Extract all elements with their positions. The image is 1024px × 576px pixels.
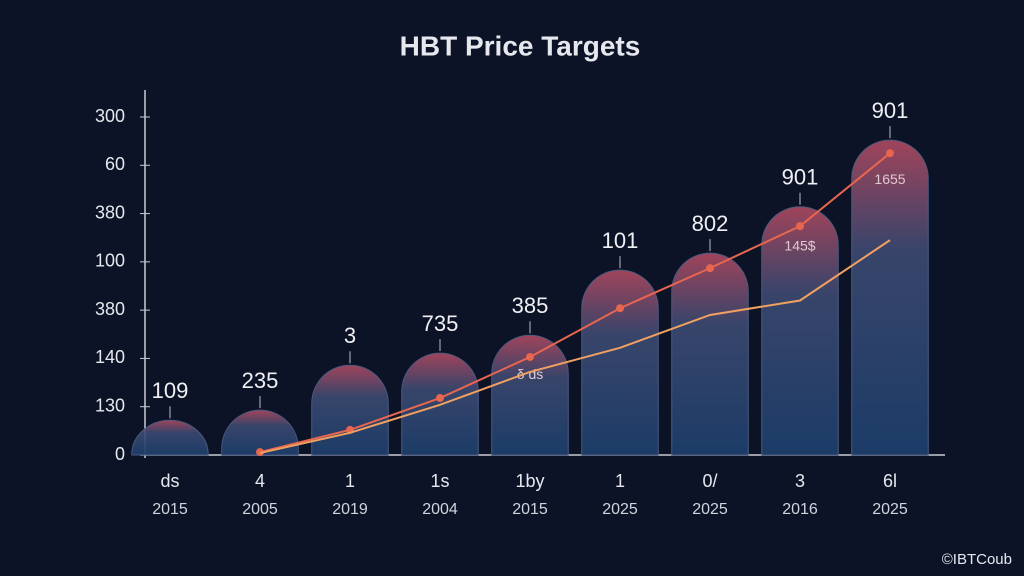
- x-tick-label: 2019: [332, 501, 368, 518]
- bar-label: 3: [344, 323, 356, 348]
- y-tick-label: 380: [95, 299, 125, 319]
- bar: [131, 419, 209, 456]
- bar-label: 735: [422, 311, 459, 336]
- x-tick-label: 2025: [692, 501, 728, 518]
- x-tick-label: 2005: [242, 501, 278, 518]
- watermark: ©IBTCoub: [942, 551, 1012, 568]
- inner-label: 1655: [874, 171, 905, 187]
- bar: [671, 252, 749, 456]
- bar-label: 109: [152, 378, 189, 403]
- line: [259, 239, 891, 455]
- y-tick-label: 140: [95, 347, 125, 367]
- x-tick-label: 2025: [602, 501, 638, 518]
- x-tick-label: 2015: [512, 501, 548, 518]
- line-point: [796, 222, 804, 231]
- bar: [581, 269, 659, 456]
- line-point: [526, 352, 534, 361]
- y-tick-label: 100: [95, 251, 125, 271]
- x-sublabel: 1: [345, 471, 355, 491]
- bar: [761, 206, 839, 456]
- inner-label: δ ds: [517, 366, 543, 382]
- bar-label: 385: [512, 293, 549, 318]
- bar-label: 235: [242, 368, 279, 393]
- chart-title: HBT Price Targets: [400, 30, 641, 61]
- bar-label: 901: [782, 165, 819, 190]
- bar: [221, 409, 299, 456]
- bar-label: 802: [692, 211, 729, 236]
- x-sublabel: 1by: [515, 471, 544, 491]
- x-sublabel: 0/: [702, 471, 717, 491]
- x-tick-label: 2016: [782, 501, 818, 518]
- y-tick-label: 380: [95, 202, 125, 222]
- line-point: [706, 264, 714, 273]
- x-sublabel: 3: [795, 471, 805, 491]
- y-tick-label: 60: [105, 154, 125, 174]
- x-sublabel: 6l: [883, 471, 897, 491]
- x-sublabel: 4: [255, 471, 265, 491]
- x-tick-label: 2015: [152, 501, 188, 518]
- bar-label: 901: [872, 98, 909, 123]
- bar-label: 101: [602, 228, 639, 253]
- inner-label: 145$: [784, 238, 815, 254]
- y-tick-label: 130: [95, 395, 125, 415]
- x-sublabel: 1: [615, 471, 625, 491]
- x-tick-label: 2025: [872, 501, 908, 518]
- line-point: [616, 304, 624, 313]
- x-tick-label: 2004: [422, 501, 458, 518]
- y-tick-label: 300: [95, 106, 125, 126]
- line-point: [436, 394, 444, 403]
- x-sublabel: 1s: [430, 471, 449, 491]
- bar: [851, 139, 929, 456]
- line: [259, 152, 891, 454]
- bar: [311, 364, 389, 456]
- x-sublabel: ds: [160, 471, 179, 491]
- line-point: [886, 149, 894, 158]
- y-tick-label: 0: [115, 444, 125, 464]
